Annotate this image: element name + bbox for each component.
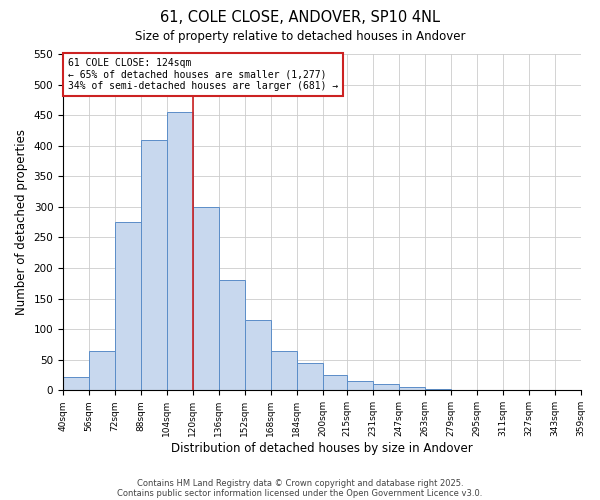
Text: 61, COLE CLOSE, ANDOVER, SP10 4NL: 61, COLE CLOSE, ANDOVER, SP10 4NL	[160, 10, 440, 25]
Text: 61 COLE CLOSE: 124sqm
← 65% of detached houses are smaller (1,277)
34% of semi-d: 61 COLE CLOSE: 124sqm ← 65% of detached …	[68, 58, 338, 92]
Bar	[89, 350, 115, 391]
Y-axis label: Number of detached properties: Number of detached properties	[15, 129, 28, 315]
Bar	[373, 384, 399, 390]
Bar	[115, 222, 141, 390]
Bar	[271, 350, 296, 391]
Bar	[141, 140, 167, 390]
Bar	[347, 381, 373, 390]
Bar	[167, 112, 193, 390]
Bar	[193, 207, 219, 390]
Bar	[245, 320, 271, 390]
Text: Contains public sector information licensed under the Open Government Licence v3: Contains public sector information licen…	[118, 488, 482, 498]
Bar	[399, 388, 425, 390]
Bar	[296, 363, 323, 390]
Bar	[219, 280, 245, 390]
Text: Contains HM Land Registry data © Crown copyright and database right 2025.: Contains HM Land Registry data © Crown c…	[137, 478, 463, 488]
X-axis label: Distribution of detached houses by size in Andover: Distribution of detached houses by size …	[171, 442, 473, 455]
Bar	[323, 375, 347, 390]
Text: Size of property relative to detached houses in Andover: Size of property relative to detached ho…	[135, 30, 465, 43]
Bar	[63, 377, 89, 390]
Bar	[425, 389, 451, 390]
